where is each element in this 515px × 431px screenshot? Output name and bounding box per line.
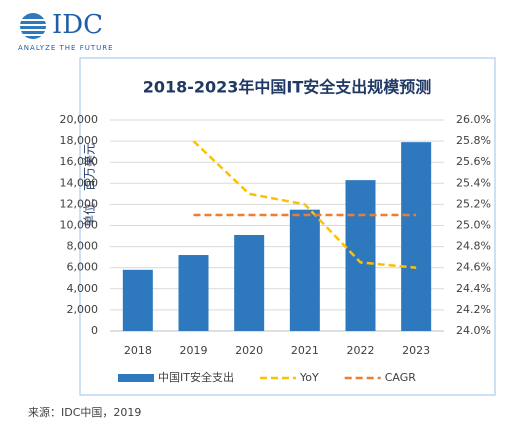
y2-tick-label: 25.6%: [456, 155, 491, 168]
x-tick-label: 2018: [124, 344, 152, 357]
source: 来源：IDC中国，2019: [28, 405, 141, 419]
y-tick-label: 12,000: [60, 197, 99, 210]
bar: [345, 180, 376, 331]
y-tick-label: 0: [91, 324, 98, 337]
y-tick-label: 6,000: [67, 261, 99, 274]
y2-tick-label: 25.8%: [456, 134, 491, 147]
chart-title: 2018-2023年中国IT安全支出规模预测: [143, 78, 432, 97]
logo-icon: [18, 13, 48, 39]
y-tick-label: 14,000: [60, 176, 99, 189]
y-tick-label: 18,000: [60, 134, 99, 147]
legend-label: CAGR: [385, 371, 417, 384]
y2-tick-label: 26.0%: [456, 113, 491, 126]
x-tick-label: 2021: [291, 344, 319, 357]
y-tick-label: 2,000: [67, 303, 99, 316]
x-tick-label: 2020: [235, 344, 263, 357]
y2-tick-label: 24.4%: [456, 282, 491, 295]
legend-label: YoY: [299, 371, 319, 384]
bar: [289, 209, 320, 331]
y-tick-label: 4,000: [67, 282, 99, 295]
line-series: [192, 140, 417, 269]
y-axis-label: 单位：百万美元: [82, 143, 97, 227]
bar: [401, 142, 432, 331]
bar: [122, 269, 153, 331]
logo-name: IDC: [52, 10, 103, 40]
x-tick-label: 2023: [402, 344, 430, 357]
chart-border: [79, 57, 496, 396]
y2-tick-label: 24.2%: [456, 303, 491, 316]
x-tick-label: 2022: [347, 344, 375, 357]
x-tick-label: 2019: [180, 344, 208, 357]
y-tick-label: 8,000: [67, 240, 99, 253]
y2-tick-label: 25.2%: [456, 197, 491, 210]
legend-swatch: [118, 374, 154, 382]
bar: [234, 234, 265, 331]
legend-label: 中国IT安全支出: [158, 370, 234, 384]
y-tick-label: 16,000: [60, 155, 99, 168]
y2-tick-label: 24.8%: [456, 240, 491, 253]
y2-tick-label: 24.6%: [456, 261, 491, 274]
y-tick-label: 10,000: [60, 219, 99, 232]
bar: [178, 255, 209, 331]
y2-tick-label: 24.0%: [456, 324, 491, 337]
logo-tagline: ANALYZE THE FUTURE: [18, 44, 114, 52]
y2-tick-label: 25.4%: [456, 176, 491, 189]
y2-tick-label: 25.0%: [456, 219, 491, 232]
y-tick-label: 20,000: [60, 113, 99, 126]
